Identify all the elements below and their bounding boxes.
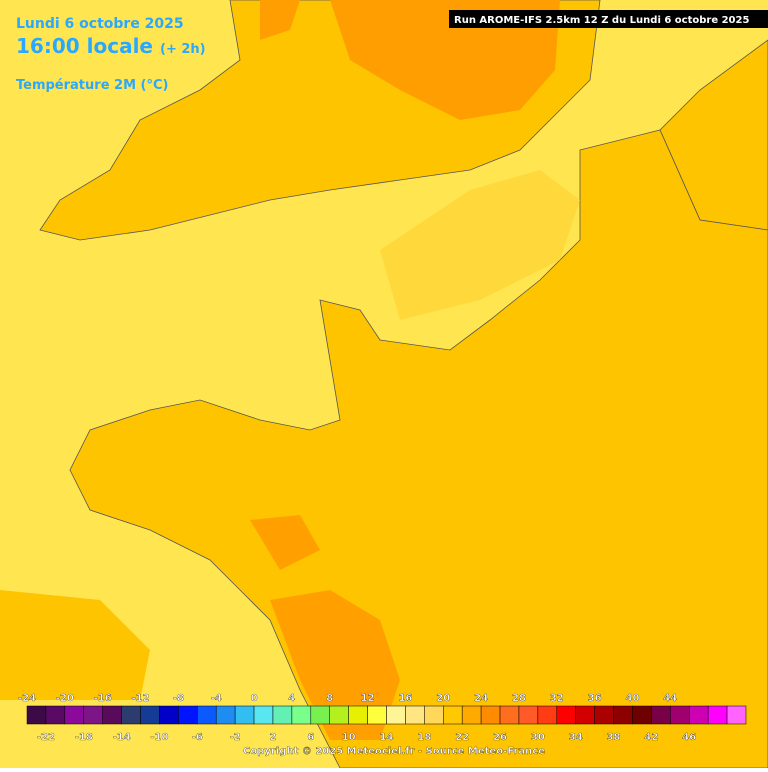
legend-label: -8 (173, 693, 184, 704)
legend-swatch (594, 705, 614, 725)
legend-swatch (556, 705, 576, 725)
legend-swatch (688, 705, 709, 725)
legend-label: -24 (18, 693, 36, 704)
legend-label: 18 (417, 732, 431, 743)
legend-label: 44 (663, 693, 677, 704)
legend-swatch (291, 705, 312, 725)
date: Lundi 6 octobre 2025 (16, 16, 184, 32)
legend-swatch (367, 705, 387, 725)
warm-area (260, 0, 300, 40)
legend-label: 8 (326, 693, 333, 704)
legend-swatch (461, 705, 482, 725)
legend-swatch (310, 705, 330, 725)
legend-label: -14 (113, 732, 131, 743)
legend-label: 42 (644, 732, 658, 743)
legend-label: 10 (342, 732, 356, 743)
legend-label: 20 (436, 693, 450, 704)
legend-swatch (26, 705, 47, 725)
legend-swatch (499, 705, 520, 725)
legend-swatch (253, 705, 274, 725)
legend-swatch (197, 705, 217, 725)
legend-label: -20 (56, 693, 74, 704)
warm-area (330, 0, 560, 120)
legend-label: 16 (398, 693, 412, 704)
legend-swatch (480, 705, 501, 725)
legend-swatch (651, 705, 671, 725)
legend-label: -22 (37, 732, 55, 743)
legend-swatch (215, 705, 236, 725)
legend-swatch (159, 705, 179, 725)
legend-swatch (234, 705, 255, 725)
run-box (449, 10, 768, 28)
legend-label: 32 (550, 693, 564, 704)
legend-swatch (329, 705, 349, 725)
legend-swatch (632, 705, 652, 725)
legend-label: 6 (307, 732, 314, 743)
offset: (+ 2h) (160, 42, 206, 57)
legend-label: -4 (211, 693, 222, 704)
legend-label: 2 (269, 732, 276, 743)
legend-swatch (178, 705, 198, 725)
warm-sea (0, 590, 150, 700)
legend-label: -12 (131, 693, 149, 704)
legend-label: 22 (455, 732, 469, 743)
legend-swatch (272, 705, 293, 725)
legend-label: 38 (607, 732, 621, 743)
legend-swatch (102, 705, 122, 725)
legend-swatch (707, 705, 728, 725)
legend-swatch (670, 705, 690, 725)
legend-swatch (537, 705, 558, 725)
legend-swatch (424, 705, 444, 725)
legend-label: 26 (493, 732, 507, 743)
legend-swatch (45, 705, 66, 725)
channel (380, 170, 580, 320)
legend-swatch (726, 705, 747, 725)
legend-swatch (348, 705, 368, 725)
warm-area (270, 590, 400, 740)
legend-label: 14 (380, 732, 394, 743)
legend-label: 36 (588, 693, 602, 704)
legend-label: 12 (361, 693, 375, 704)
legend-swatch (613, 705, 633, 725)
warm-area (250, 515, 320, 570)
legend-swatch (64, 705, 85, 725)
legend-label: -10 (150, 732, 168, 743)
legend-label: 40 (626, 693, 640, 704)
legend-swatch (121, 705, 141, 725)
legend-swatch (386, 705, 406, 725)
legend-label: -18 (75, 732, 93, 743)
legend-label: 34 (569, 732, 583, 743)
legend-label: 28 (512, 693, 526, 704)
legend-swatch (405, 705, 425, 725)
legend-label: 46 (682, 732, 696, 743)
parameter: Température 2M (°C) (16, 78, 168, 93)
legend-label: 0 (251, 693, 258, 704)
legend-swatch (83, 705, 103, 725)
legend-swatch (575, 705, 595, 725)
copyright: Copyright © 2025 Meteociel.fr - Source M… (243, 746, 545, 757)
legend-swatch (443, 705, 463, 725)
legend-label: -16 (94, 693, 112, 704)
run: Run AROME-IFS 2.5km 12 Z du Lundi 6 octo… (454, 15, 749, 26)
legend-swatch (518, 705, 539, 725)
legend-label: -2 (230, 732, 241, 743)
legend-swatch (140, 705, 160, 725)
legend-label: 4 (288, 693, 295, 704)
legend-label: -6 (192, 732, 203, 743)
time: 16:00 locale (16, 34, 153, 58)
legend-label: 30 (531, 732, 545, 743)
legend-label: 24 (474, 693, 488, 704)
